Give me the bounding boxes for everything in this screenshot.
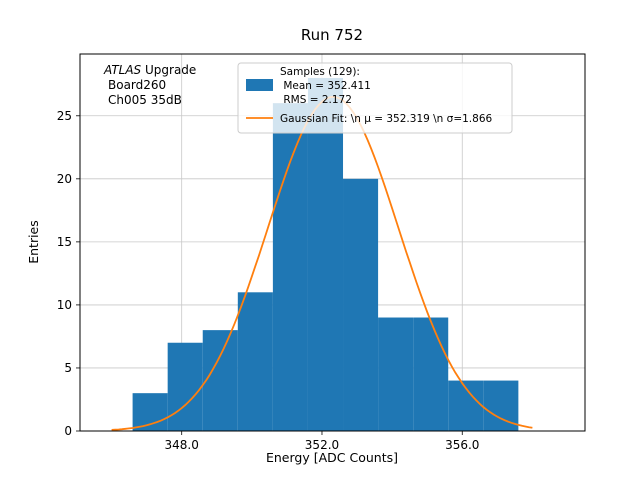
histogram-bar [167, 342, 203, 431]
y-tick-label: 20 [57, 172, 72, 186]
y-tick-label: 15 [57, 235, 72, 249]
histogram-bar [307, 77, 344, 432]
histogram-bar [272, 103, 308, 432]
annotation-upgrade: Upgrade [141, 63, 196, 77]
legend-samples-line-1: Samples (129): [280, 66, 360, 78]
annotation-line-1: ATLAS Upgrade [103, 63, 196, 77]
legend-samples-line-2: Mean = 352.411 [280, 80, 371, 92]
histogram-bar [132, 393, 168, 431]
x-tick-label: 352.0 [305, 438, 339, 452]
histogram-bar [343, 178, 379, 431]
x-axis-label: Energy [ADC Counts] [266, 450, 398, 465]
x-tick-label: 356.0 [445, 438, 479, 452]
y-tick-label: 0 [64, 424, 72, 438]
plot-border [79, 53, 586, 432]
legend-frame [237, 62, 513, 134]
y-tick-label: 25 [57, 109, 72, 123]
x-tick-label: 348.0 [165, 438, 199, 452]
histogram-bar [202, 330, 238, 431]
legend-samples-line-3: RMS = 2.172 [280, 94, 352, 106]
ticks-layer: 348.0 352.0 356.0 0 5 10 15 20 25 [57, 109, 480, 452]
legend: Samples (129): Mean = 352.411 RMS = 2.17… [237, 62, 513, 134]
annotation-line-2: Board260 [108, 78, 166, 92]
y-tick-label: 5 [64, 361, 72, 375]
histogram-bars [132, 77, 519, 432]
chart-title: Run 752 [301, 26, 363, 44]
annotation-block: ATLAS Upgrade Board260 Ch005 35dB [103, 63, 196, 107]
legend-histogram-swatch [246, 79, 273, 91]
y-tick-label: 10 [57, 298, 72, 312]
annotation-atlas: ATLAS [103, 63, 142, 77]
y-axis-label: Entries [26, 220, 41, 264]
histogram-bar [378, 317, 414, 431]
legend-gaussian-label: Gaussian Fit: \n μ = 352.319 \n σ=1.866 [280, 113, 492, 125]
histogram-bar [413, 317, 449, 431]
histogram-bar [237, 292, 273, 431]
annotation-line-3: Ch005 35dB [108, 93, 182, 107]
